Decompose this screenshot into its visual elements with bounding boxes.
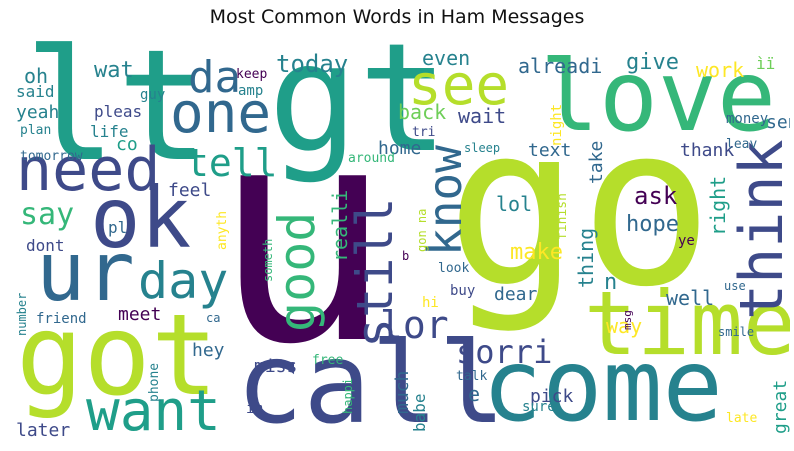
word-tomorrow: tomorrow — [20, 149, 83, 164]
word-lor: lor — [380, 303, 449, 347]
word-number: number — [15, 292, 29, 336]
word-gon-na: gon na — [415, 208, 429, 252]
word-babe: babe — [410, 393, 429, 432]
word-love: love — [540, 40, 777, 154]
word-im: im — [246, 401, 263, 417]
word-way: way — [606, 314, 643, 338]
word-happi: happi — [341, 377, 355, 414]
word-buy: buy — [450, 283, 476, 299]
word-ask: ask — [634, 182, 678, 210]
word-cloud: u go gt lt love call come got time ok ur… — [10, 40, 790, 440]
word-co: co — [116, 134, 138, 155]
word-n: n — [604, 270, 618, 295]
word-yeah: yeah — [16, 102, 60, 123]
word-friend: friend — [36, 311, 87, 327]
chart-title: Most Common Words in Ham Messages — [209, 6, 585, 28]
word-ca: ca — [206, 311, 221, 325]
word-u: u — [212, 61, 393, 410]
word-want: want — [86, 379, 221, 440]
word-got: got — [16, 291, 219, 421]
word-around: around — [348, 151, 395, 166]
word-realli: realli — [328, 189, 352, 262]
word-go: go — [446, 78, 714, 336]
word-iii: ìï — [756, 54, 776, 73]
word-amp: amp — [238, 83, 264, 99]
word-later: later — [16, 420, 71, 440]
word-one: one — [170, 81, 272, 146]
word-call: call — [236, 319, 506, 440]
word-finish: finish — [555, 193, 570, 240]
word-alreadi: alreadi — [518, 54, 603, 78]
word-keep: keep — [236, 67, 268, 82]
word-need: need — [16, 135, 161, 205]
word-ye: ye — [678, 233, 695, 249]
word-phone: phone — [147, 362, 162, 402]
word-sleep: sleep — [464, 141, 501, 155]
word-leav: leav — [726, 137, 758, 152]
word-see: see — [408, 53, 510, 118]
word-good: good — [268, 211, 326, 332]
word-time: time — [584, 272, 790, 375]
word-day: day — [138, 252, 229, 310]
word-look: look — [438, 261, 470, 276]
word-home: home — [378, 138, 422, 159]
word-tell: tell — [186, 141, 278, 185]
word-make: make — [510, 240, 563, 265]
word-hope: hope — [626, 212, 679, 237]
word-lt: lt — [24, 40, 210, 196]
word-thing: thing — [574, 227, 598, 288]
word-miss: miss — [254, 356, 298, 377]
word-take: take — [586, 140, 607, 184]
word-give: give — [626, 50, 679, 75]
word-sure: sure — [522, 399, 556, 415]
word-guy: guy — [140, 87, 166, 103]
word-meet: meet — [118, 304, 162, 325]
word-thank: thank — [680, 140, 735, 161]
word-said: said — [16, 82, 55, 101]
word-anyth: anyth — [215, 210, 230, 250]
word-someth: someth — [261, 238, 275, 282]
word-feel: feel — [168, 180, 212, 201]
word-ur: ur — [36, 225, 135, 320]
word-gt: gt — [268, 40, 449, 186]
word-wat: wat — [94, 58, 134, 83]
word-late: late — [726, 411, 758, 426]
word-text: text — [528, 140, 572, 161]
word-lol: lol — [496, 192, 533, 216]
word-sorri: sorri — [456, 333, 553, 371]
word-dont: dont — [26, 236, 65, 255]
word-money: money — [726, 111, 769, 127]
word-oh: oh — [24, 64, 49, 88]
word-dear: dear — [494, 284, 538, 305]
word-use: use — [724, 279, 746, 293]
word-pick: pick — [530, 386, 574, 407]
word-come: come — [482, 327, 723, 440]
word-ok: ok — [90, 169, 192, 267]
word-back: back — [398, 100, 447, 124]
word-wait: wait — [458, 104, 507, 128]
word-today: today — [276, 50, 349, 78]
word-hi: hi — [422, 295, 439, 311]
word-plan: plan — [20, 123, 52, 138]
word-free: free — [312, 353, 344, 368]
word-tri: tri — [412, 125, 436, 140]
word-great: great — [770, 379, 790, 434]
word-say: say — [20, 197, 75, 232]
word-talk: talk — [456, 369, 488, 384]
word-pl: pl — [108, 218, 128, 237]
word-da: da — [188, 52, 241, 103]
word-pleas: pleas — [94, 102, 143, 121]
word-e: e — [468, 382, 481, 406]
word-msg: msg — [621, 310, 634, 330]
word-hey: hey — [192, 340, 225, 361]
word-life: life — [90, 122, 129, 141]
word-well: well — [666, 286, 715, 310]
word-right: right — [706, 175, 730, 236]
word-b: b — [402, 249, 410, 263]
word-send: send — [766, 112, 790, 133]
word-work: work — [696, 58, 745, 82]
word-even: even — [422, 46, 471, 70]
word-smile: smile — [718, 325, 755, 339]
